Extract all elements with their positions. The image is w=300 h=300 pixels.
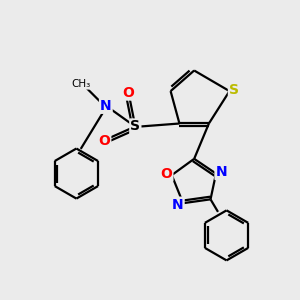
Text: O: O [122, 85, 134, 100]
Text: S: S [130, 119, 140, 134]
Text: S: S [229, 82, 239, 97]
Text: CH₃: CH₃ [71, 79, 90, 89]
Text: O: O [98, 134, 110, 148]
Text: N: N [100, 99, 112, 113]
Text: N: N [172, 198, 184, 212]
Text: N: N [215, 165, 227, 179]
Text: O: O [160, 167, 172, 181]
